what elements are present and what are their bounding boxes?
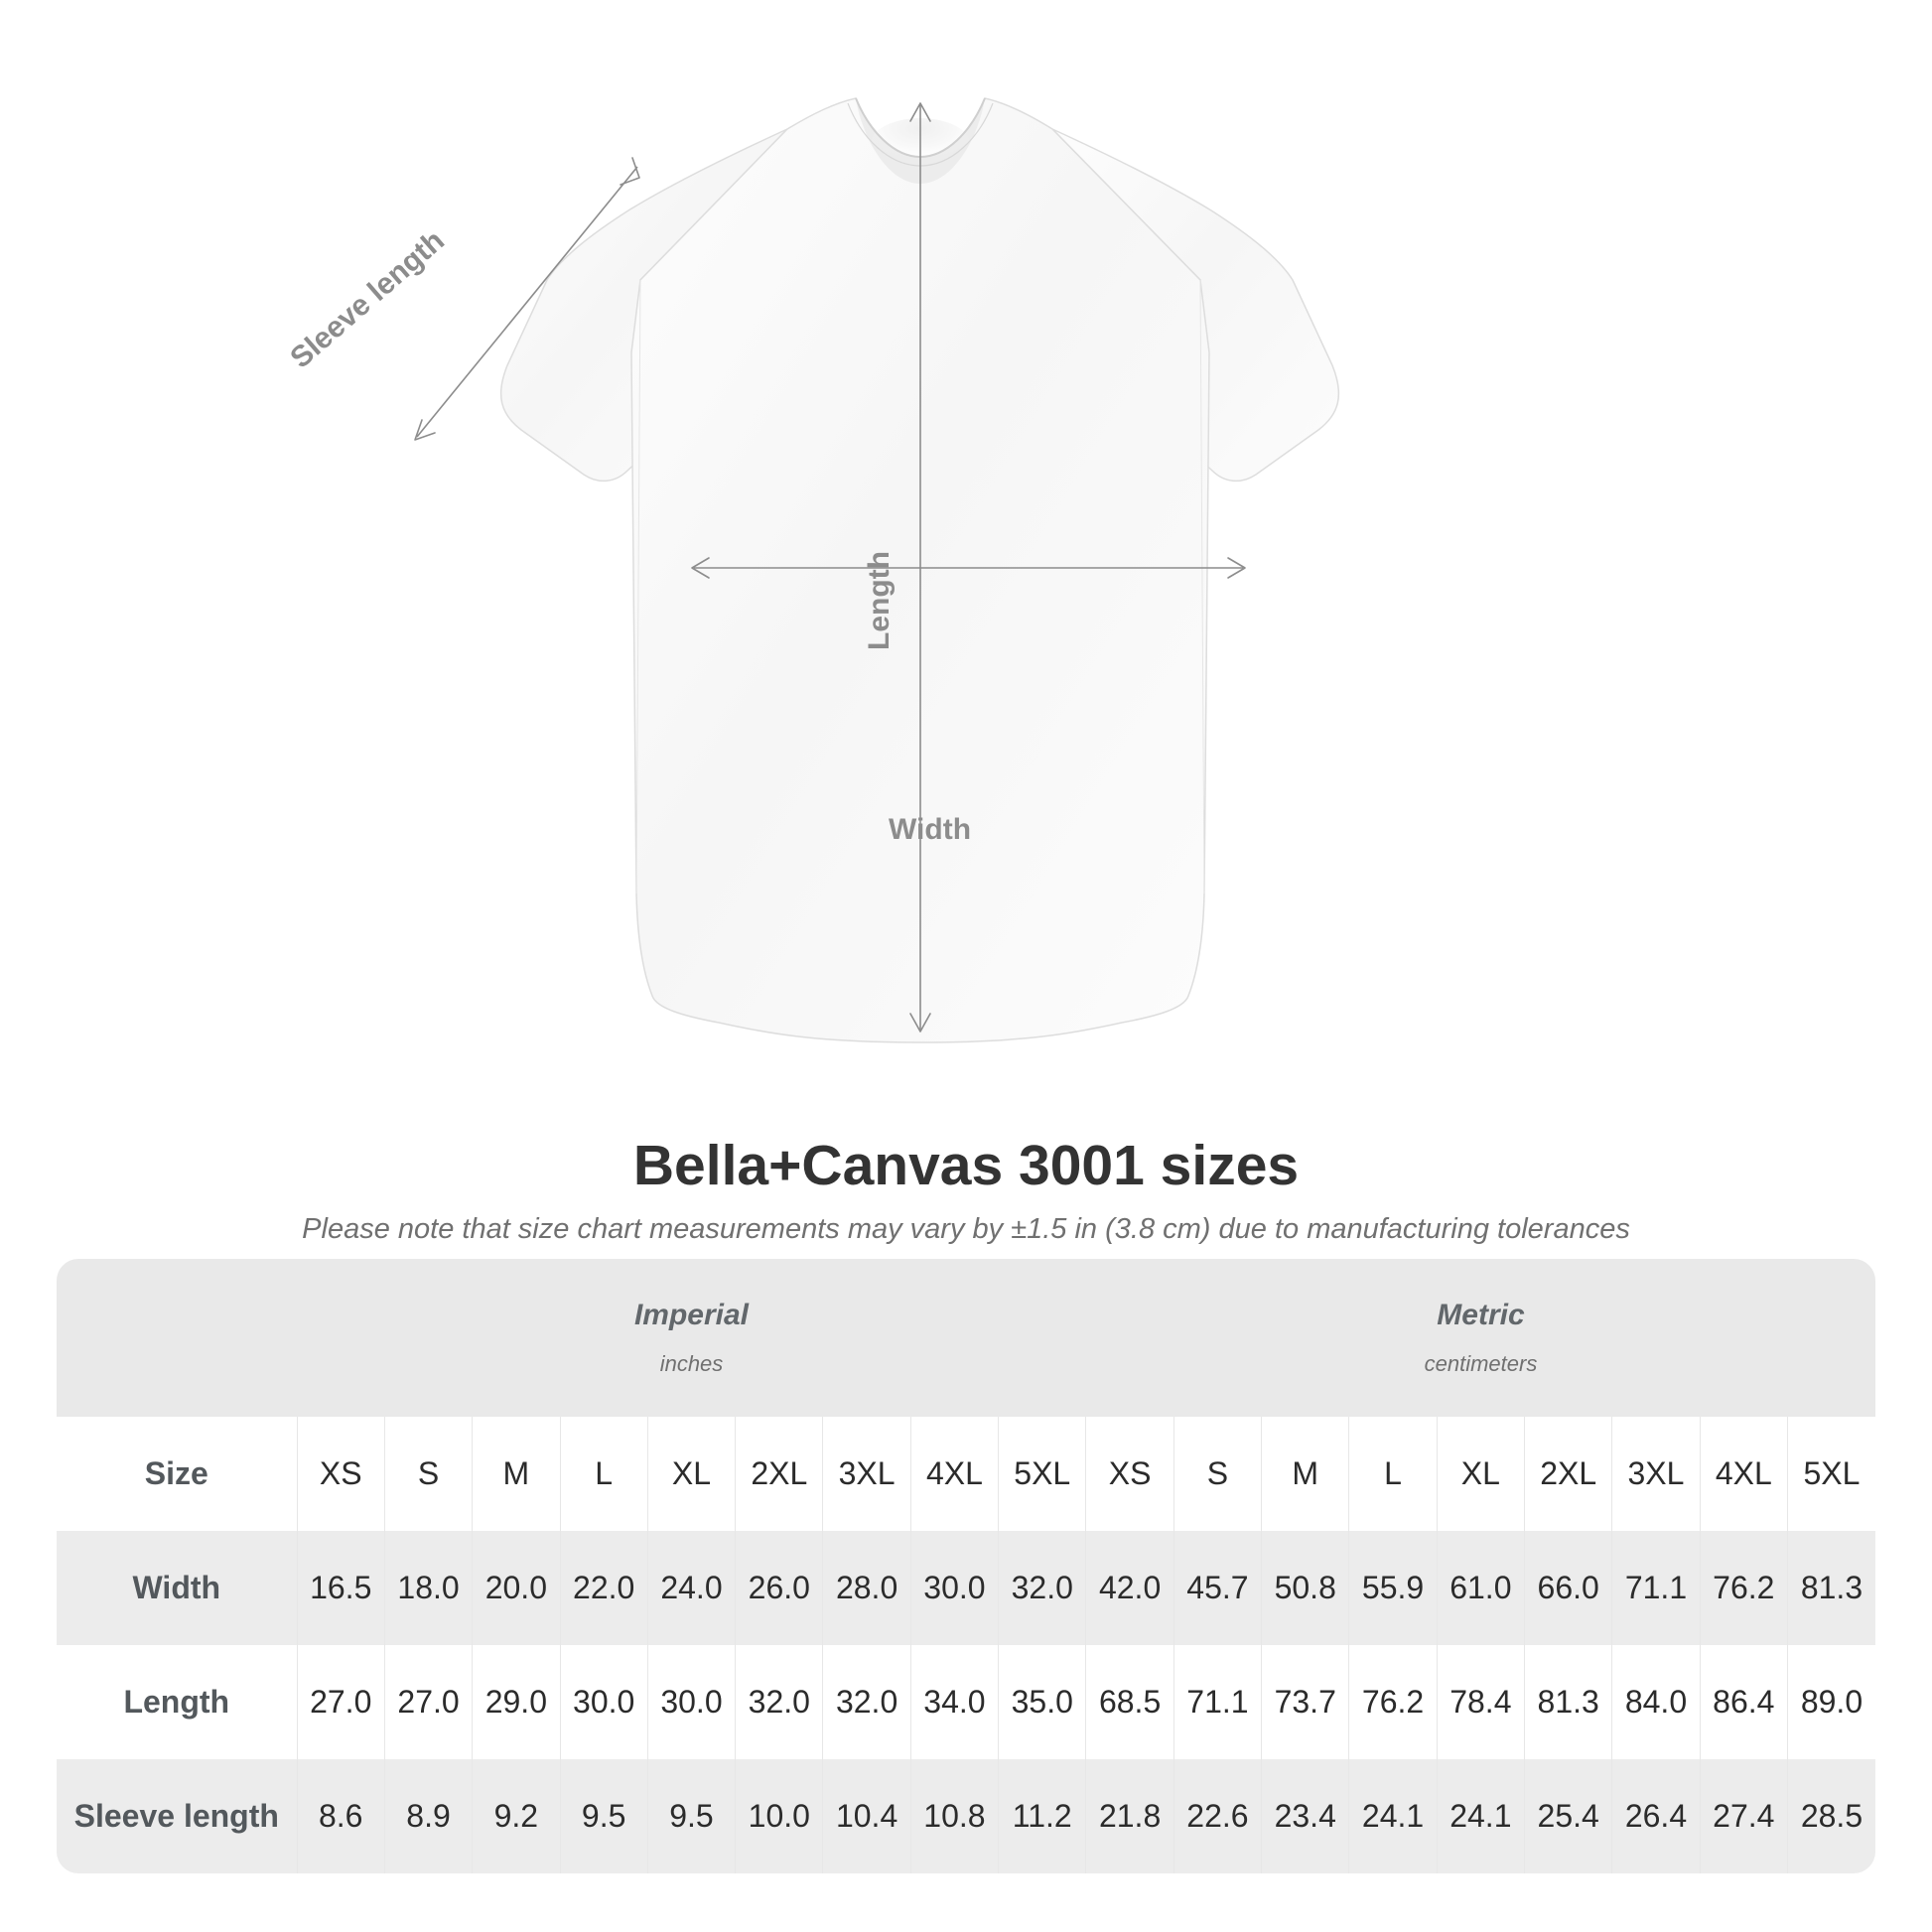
- svg-text:Width: Width: [889, 813, 971, 846]
- svg-text:Length: Length: [863, 551, 896, 650]
- svg-text:Sleeve length: Sleeve length: [284, 224, 451, 375]
